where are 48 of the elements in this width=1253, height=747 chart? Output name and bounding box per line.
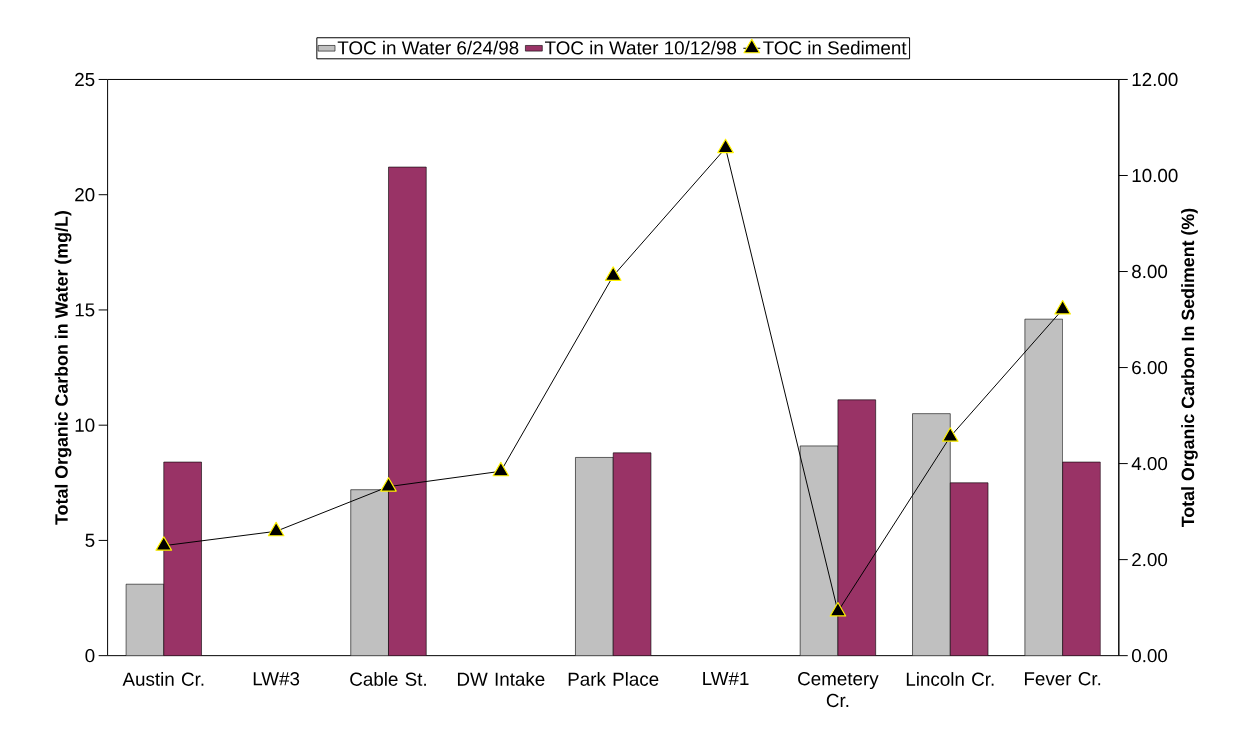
- y-tick-label: 15: [75, 303, 95, 317]
- bar: [388, 166, 427, 656]
- x-tick-label: LW#1: [703, 672, 749, 685]
- y-tick-label: 10: [75, 418, 95, 432]
- bar: [350, 489, 389, 656]
- x-tick-label: DW Intake: [457, 672, 545, 686]
- x-tick-label: Cemetery Cr.: [798, 672, 879, 708]
- point: [1054, 299, 1071, 315]
- bar: [799, 445, 839, 656]
- y2-tick-label: 8.00: [1132, 264, 1168, 279]
- point: [941, 427, 959, 442]
- y2-tick-label: 12.00: [1132, 72, 1178, 87]
- y2-tick-label: 10.00: [1132, 168, 1178, 183]
- point: [717, 138, 734, 154]
- point: [829, 601, 847, 617]
- x-tick-label: Lincoln Cr.: [906, 672, 994, 686]
- bar: [163, 461, 202, 656]
- bar: [949, 482, 989, 656]
- y2-tick-label: 4.00: [1131, 456, 1168, 471]
- point: [380, 477, 397, 492]
- y2-tick-label: 0.00: [1131, 648, 1168, 663]
- point: [604, 266, 622, 281]
- y-tick-label: 20: [75, 188, 95, 202]
- bar: [575, 457, 614, 656]
- bar: [1062, 461, 1101, 656]
- bar: [837, 399, 876, 656]
- y-tick-label: 0: [85, 648, 95, 663]
- x-tick-label: Cable St.: [350, 672, 426, 686]
- point: [492, 461, 510, 477]
- point: [267, 521, 285, 537]
- x-tick-label: Park Place: [568, 672, 659, 686]
- legend-label: TOC in Sediment: [763, 40, 907, 55]
- point: [155, 536, 173, 551]
- bar: [612, 452, 652, 656]
- bar: [125, 583, 165, 656]
- y-axis-title: Total Organic Carbon in Water (mg/L): [54, 211, 72, 525]
- x-tick-label: LW#3: [253, 672, 300, 686]
- x-tick-label: Fever Cr.: [1024, 672, 1101, 686]
- y-tick-label: 5: [85, 533, 95, 547]
- x-tick-label: Austin Cr.: [122, 672, 204, 686]
- legend-label: TOC in Water 6/24/98: [337, 40, 519, 55]
- y2-axis-title: Total Organic Carbon In Sediment (%): [1181, 208, 1198, 528]
- y2-tick-label: 6.00: [1132, 360, 1168, 375]
- bar: [1024, 318, 1063, 656]
- y2-tick-label: 2.00: [1132, 552, 1168, 567]
- bar: [912, 413, 951, 656]
- legend-label: TOC in Water 10/12/98: [545, 40, 737, 55]
- y-tick-label: 25: [75, 72, 95, 87]
